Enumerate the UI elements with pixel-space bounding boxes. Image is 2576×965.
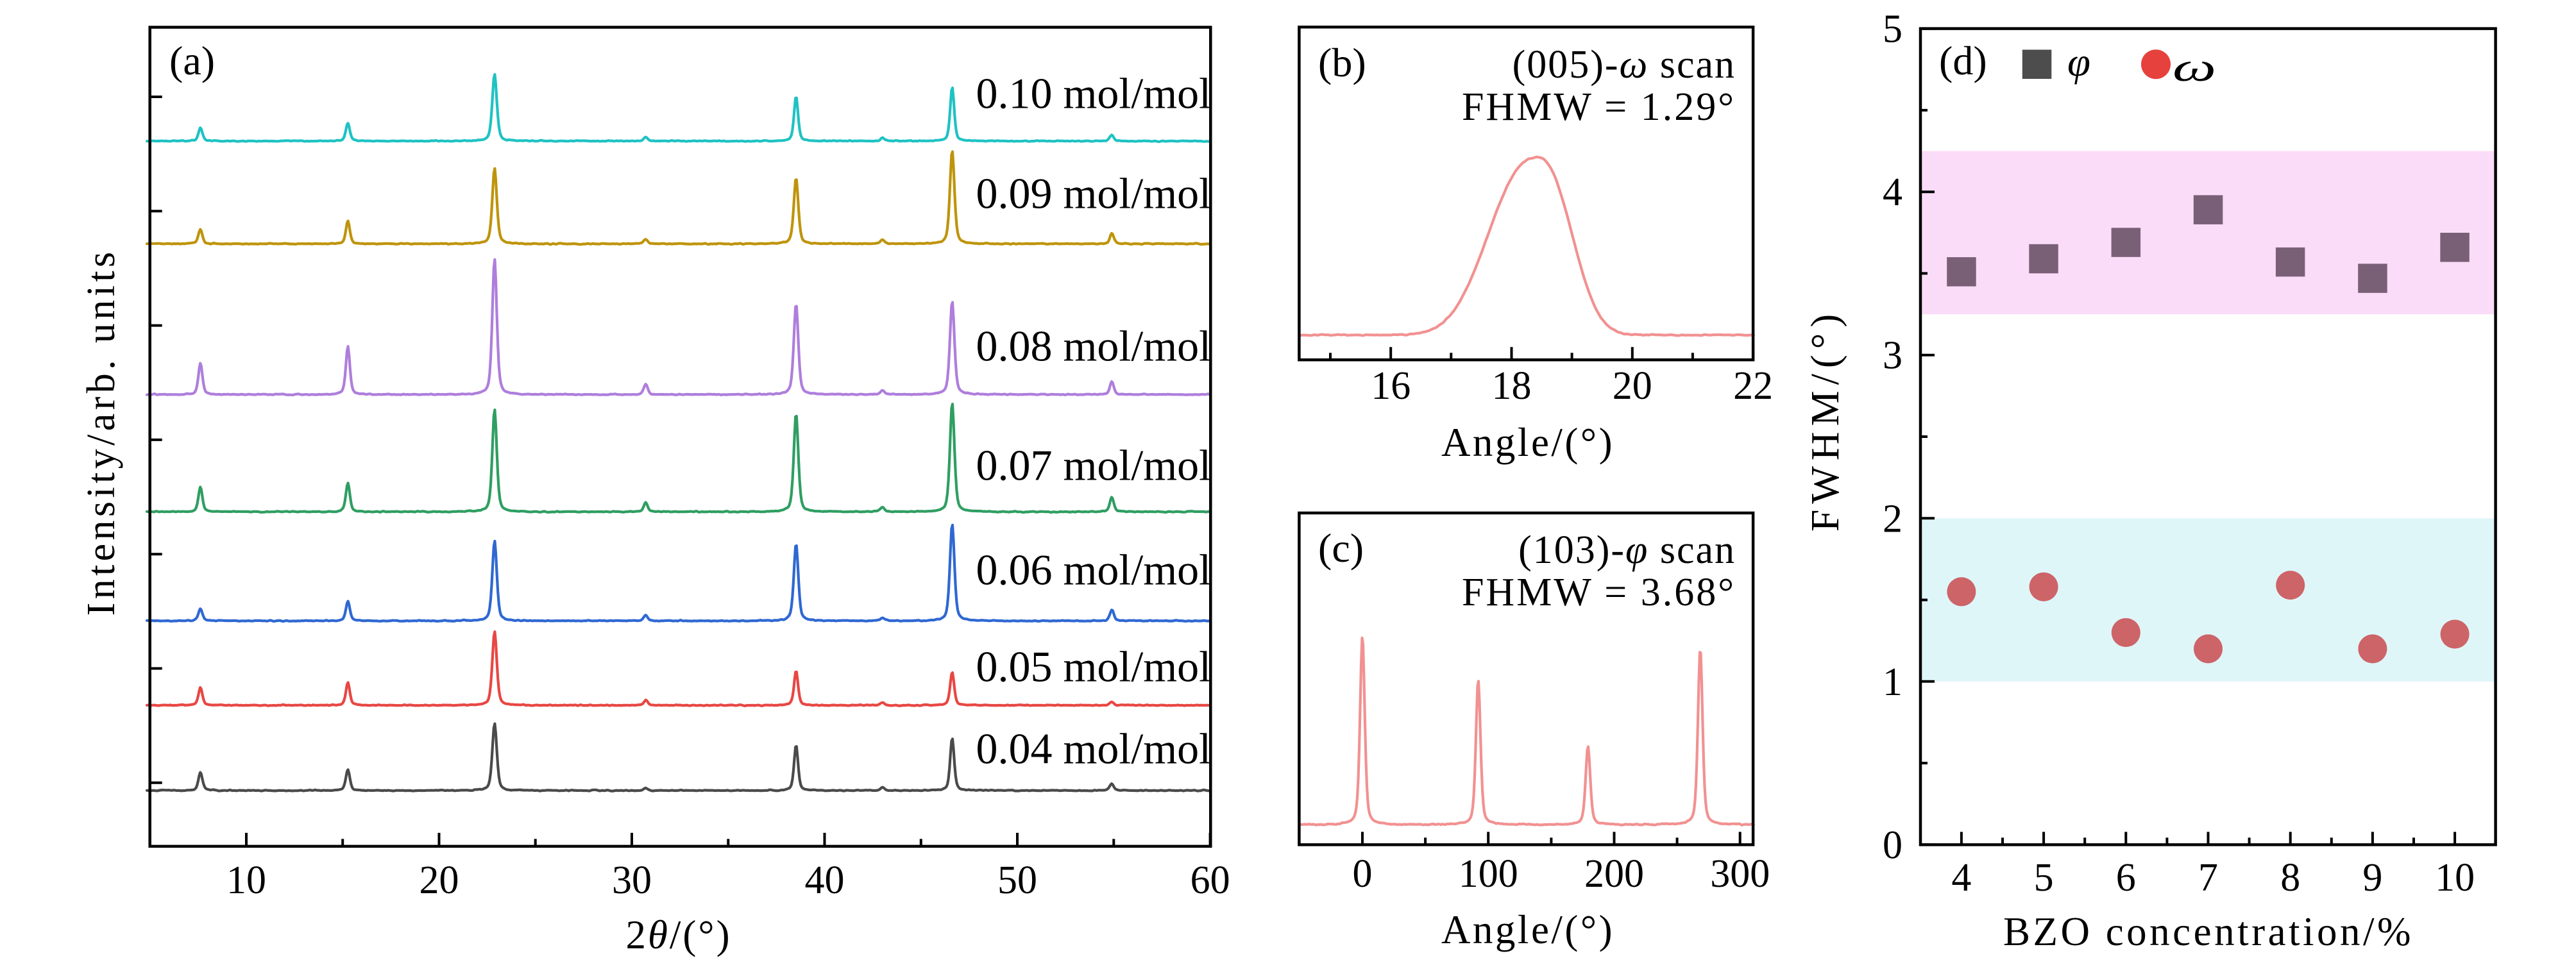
svg-text:100: 100 [1459,852,1518,896]
svg-text:10: 10 [226,859,266,902]
svg-text:0.08 mol/mol: 0.08 mol/mol [976,322,1211,371]
svg-text:0.04 mol/mol: 0.04 mol/mol [976,725,1211,773]
svg-text:4: 4 [1883,171,1902,214]
svg-text:0: 0 [1353,852,1373,896]
svg-text:(d): (d) [1939,38,1987,83]
svg-text:0: 0 [1883,823,1902,867]
svg-text:8: 8 [2280,856,2300,900]
svg-text:0.10 mol/mol: 0.10 mol/mol [976,69,1211,118]
svg-text:5: 5 [2034,856,2054,900]
svg-text:50: 50 [997,859,1037,902]
svg-text:(005)-ω scan: (005)-ω scan [1513,43,1736,87]
svg-text:0.06 mol/mol: 0.06 mol/mol [976,546,1211,594]
svg-text:0.07 mol/mol: 0.07 mol/mol [976,441,1211,490]
svg-text:3: 3 [1883,334,1902,378]
svg-text:7: 7 [2198,856,2218,900]
svg-text:FHMW = 1.29°: FHMW = 1.29° [1462,85,1736,129]
svg-text:(b): (b) [1318,40,1366,85]
svg-text:300: 300 [1710,852,1770,896]
svg-text:0.09 mol/mol: 0.09 mol/mol [976,169,1211,218]
svg-text:16: 16 [1371,364,1411,408]
svg-text:18: 18 [1492,364,1532,408]
svg-text:22: 22 [1733,364,1773,408]
svg-text:2: 2 [1883,497,1902,541]
svg-text:20: 20 [1613,364,1652,408]
svg-text:BZO concentration/%: BZO concentration/% [2003,909,2414,954]
svg-text:(103)-φ scan: (103)-φ scan [1518,528,1736,572]
svg-text:Angle/(°): Angle/(°) [1441,420,1614,465]
svg-text:(c): (c) [1318,525,1364,571]
svg-text:2θ/(°): 2θ/(°) [625,912,731,957]
svg-text:9: 9 [2362,856,2382,900]
svg-text:Angle/(°): Angle/(°) [1441,907,1614,952]
svg-text:40: 40 [805,859,845,902]
svg-text:10: 10 [2435,856,2475,900]
svg-text:ω: ω [2173,44,2216,90]
svg-text:1: 1 [1883,660,1902,704]
svg-text:6: 6 [2116,856,2136,900]
svg-text:20: 20 [419,859,459,902]
svg-text:60: 60 [1191,859,1230,902]
svg-text:0.05 mol/mol: 0.05 mol/mol [976,642,1211,691]
svg-text:Intensity/arb. units: Intensity/arb. units [80,249,123,616]
svg-text:4: 4 [1951,856,1971,900]
svg-text:5: 5 [1883,8,1902,51]
svg-text:200: 200 [1584,852,1644,896]
svg-text:FWHM/(°): FWHM/(°) [1804,308,1847,532]
svg-text:(a): (a) [169,38,215,83]
svg-text:30: 30 [612,859,652,902]
svg-text:FHMW = 3.68°: FHMW = 3.68° [1462,571,1736,614]
svg-text:φ: φ [2067,39,2090,85]
